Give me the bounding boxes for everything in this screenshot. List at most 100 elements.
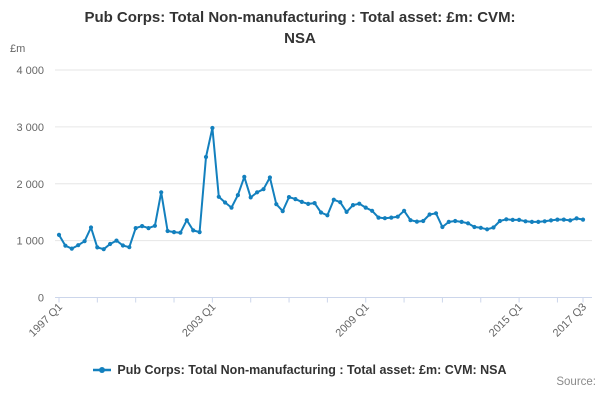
data-point-marker: [191, 228, 196, 233]
data-point-marker: [184, 218, 189, 223]
data-point-marker: [82, 239, 87, 244]
data-point-marker: [389, 215, 394, 220]
data-point-marker: [427, 212, 432, 217]
data-point-marker: [574, 216, 579, 221]
data-point-marker: [318, 210, 324, 215]
data-point-marker: [293, 197, 298, 202]
data-point-marker: [395, 214, 400, 219]
data-point-marker: [286, 195, 292, 200]
data-point-marker: [280, 209, 285, 214]
y-axis-unit-label: £m: [10, 43, 26, 55]
data-point-marker: [459, 219, 464, 224]
y-tick-label: 0: [38, 293, 44, 305]
data-point-marker: [223, 200, 228, 205]
chart-title: Pub Corps: Total Non-manufacturing : Tot…: [0, 7, 600, 49]
y-tick-label: 2 000: [16, 179, 44, 191]
data-point-marker: [568, 218, 573, 223]
data-point-marker: [63, 243, 68, 248]
data-point-marker: [555, 217, 560, 222]
data-point-marker: [242, 174, 247, 179]
series-line: [58, 127, 584, 251]
data-point-marker: [370, 208, 375, 213]
data-point-marker: [261, 187, 266, 192]
data-point-marker: [523, 219, 528, 224]
data-point-marker: [561, 217, 566, 222]
data-point-marker: [331, 197, 336, 202]
data-point-marker: [344, 209, 349, 214]
data-point-marker: [120, 243, 125, 248]
data-point-marker: [548, 218, 554, 223]
data-point-marker: [357, 201, 362, 206]
data-point-marker: [133, 226, 138, 231]
data-point-marker: [210, 125, 215, 131]
data-point-marker: [402, 208, 407, 213]
data-point-marker: [478, 225, 483, 230]
data-point-marker: [197, 230, 202, 235]
data-point-marker: [491, 225, 496, 230]
data-point-marker: [382, 216, 387, 221]
data-point-marker: [510, 217, 515, 222]
data-point-marker: [248, 195, 253, 200]
data-point-marker: [229, 205, 234, 210]
x-tick-label: 2017 Q3: [551, 301, 589, 339]
data-point-marker: [536, 219, 541, 224]
data-point-marker: [529, 219, 535, 224]
data-point-marker: [408, 218, 413, 223]
data-point-marker: [376, 215, 381, 220]
data-point-marker: [497, 218, 502, 224]
data-point-marker: [485, 227, 490, 232]
data-point-marker: [517, 217, 522, 222]
data-point-marker: [88, 225, 94, 230]
y-tick-label: 1 000: [16, 236, 44, 248]
legend: Pub Corps: Total Non-manufacturing : Tot…: [0, 363, 600, 377]
data-point-marker: [108, 241, 113, 247]
legend-item-series[interactable]: Pub Corps: Total Non-manufacturing : Tot…: [93, 363, 507, 377]
data-point-marker: [580, 217, 586, 222]
data-point-marker: [114, 238, 119, 243]
data-point-marker: [325, 213, 330, 218]
chart-title-line1: Pub Corps: Total Non-manufacturing : Tot…: [84, 9, 516, 26]
data-point-marker: [165, 228, 170, 234]
data-point-marker: [350, 203, 356, 208]
source-label: Source:: [556, 376, 596, 388]
data-point-marker: [542, 219, 547, 224]
data-point-marker: [140, 224, 145, 229]
y-tick-label: 4 000: [16, 65, 44, 77]
data-point-marker: [171, 230, 177, 235]
data-point-marker: [159, 190, 164, 195]
legend-series-label: Pub Corps: Total Non-manufacturing : Tot…: [117, 363, 507, 377]
data-point-marker: [306, 201, 311, 206]
data-point-marker: [203, 154, 209, 160]
data-point-marker: [178, 230, 183, 235]
data-point-marker: [472, 224, 477, 230]
data-point-marker: [274, 202, 279, 207]
data-point-marker: [363, 205, 368, 210]
data-point-marker: [433, 211, 439, 216]
data-point-marker: [299, 199, 304, 204]
data-point-marker: [95, 245, 100, 250]
data-point-marker: [446, 219, 451, 224]
data-point-marker: [504, 217, 509, 222]
x-tick-label: 2015 Q1: [487, 301, 525, 339]
data-point-marker: [267, 175, 272, 180]
x-tick-label: 1997 Q1: [27, 301, 65, 339]
data-point-marker: [453, 218, 458, 224]
data-point-marker: [235, 193, 240, 198]
data-point-marker: [338, 200, 343, 205]
data-point-marker: [216, 194, 221, 199]
data-point-marker: [255, 190, 260, 195]
x-tick-label: 2009 Q1: [334, 301, 372, 339]
data-point-marker: [440, 224, 445, 230]
data-point-marker: [152, 223, 157, 228]
data-point-marker: [146, 226, 151, 231]
chart-title-line2: NSA: [284, 30, 316, 47]
data-point-marker: [76, 243, 81, 248]
data-point-marker: [101, 247, 106, 252]
data-point-marker: [69, 246, 74, 251]
data-point-marker: [56, 232, 62, 237]
data-point-marker: [127, 245, 132, 250]
data-point-marker: [414, 219, 419, 224]
y-tick-label: 3 000: [16, 122, 44, 134]
